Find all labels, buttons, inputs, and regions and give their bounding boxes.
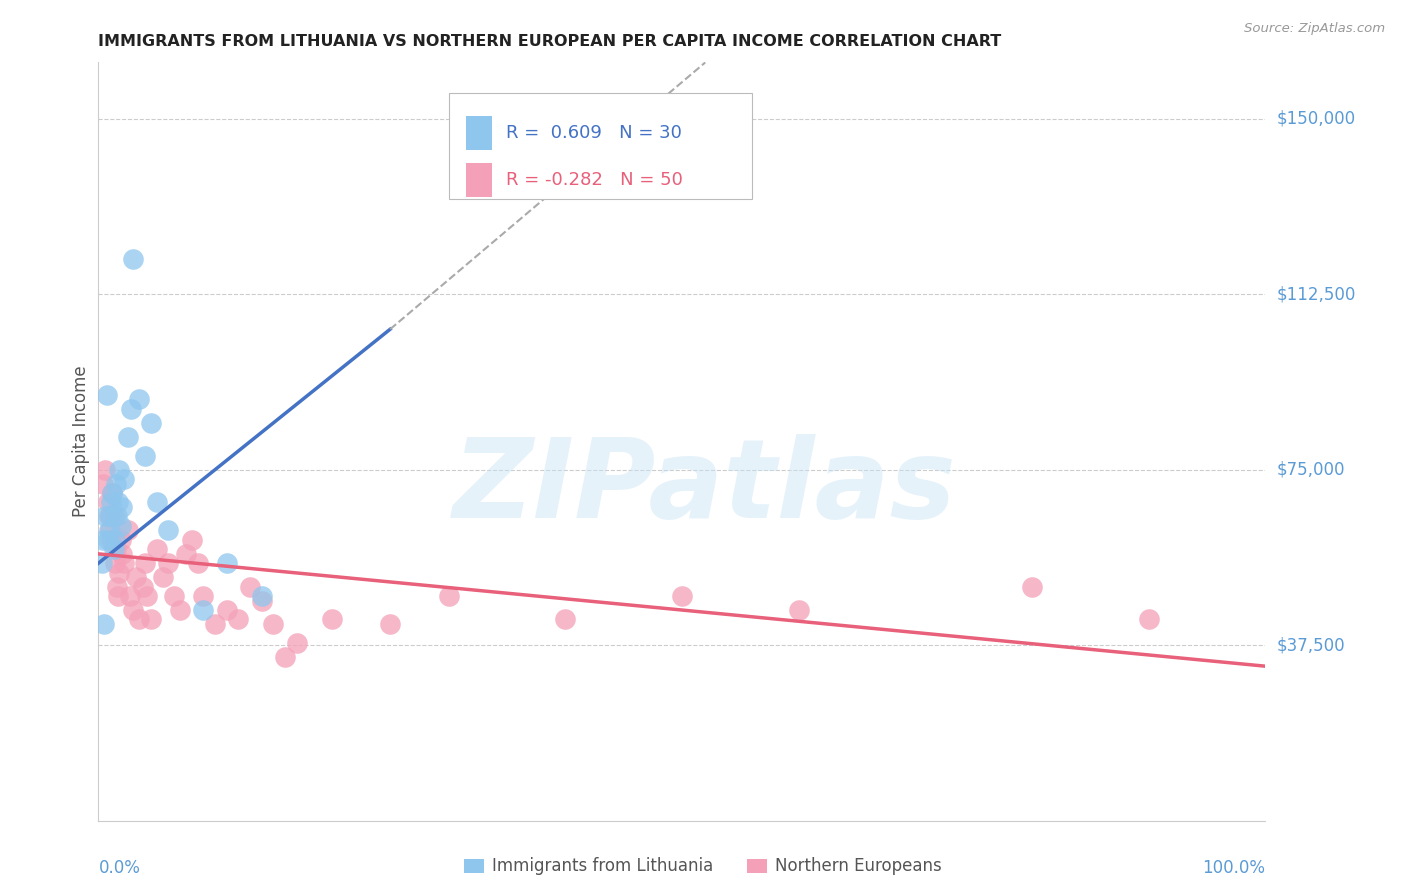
Point [117,524,139,538]
Point [128,612,150,626]
Point [93,617,115,632]
Point [132,580,155,594]
Text: Source: ZipAtlas.com: Source: ZipAtlas.com [1244,22,1385,36]
Point [228,612,250,626]
Point [215,556,238,570]
Text: R = -0.282   N = 50: R = -0.282 N = 50 [506,170,682,189]
Point [96,388,118,402]
Point [163,589,186,603]
Point [122,603,145,617]
Point [274,649,297,664]
Point [174,547,197,561]
Point [1137,612,1160,626]
Point [105,580,128,594]
Point [98,509,121,524]
Point [112,472,135,486]
Point [104,476,127,491]
Point [554,612,576,626]
Text: IMMIGRANTS FROM LITHUANIA VS NORTHERN EUROPEAN PER CAPITA INCOME CORRELATION CHA: IMMIGRANTS FROM LITHUANIA VS NORTHERN EU… [98,34,1001,49]
Point [250,589,273,603]
Point [101,486,124,500]
Point [110,518,132,533]
Point [120,401,142,416]
Point [250,593,273,607]
Point [262,617,284,632]
Point [98,524,121,538]
Point [100,533,122,547]
Point [187,556,209,570]
Point [97,509,120,524]
Point [136,589,159,603]
Point [103,542,125,557]
Point [128,392,150,407]
FancyBboxPatch shape [465,162,492,197]
Point [111,500,134,514]
Point [108,566,131,580]
Point [139,612,162,626]
Point [125,570,148,584]
Point [90,556,112,570]
Point [118,589,141,603]
Point [97,524,120,538]
Point [134,556,156,570]
Point [437,589,460,603]
Point [97,495,120,509]
Point [152,570,174,584]
Point [380,617,402,632]
Point [285,636,308,650]
Point [105,509,128,524]
Text: $112,500: $112,500 [1277,285,1355,303]
Text: 0.0%: 0.0% [98,858,141,877]
Point [104,556,127,570]
Point [134,449,156,463]
Text: $37,500: $37,500 [1277,636,1346,654]
Point [321,612,343,626]
FancyBboxPatch shape [465,116,492,150]
Point [146,495,169,509]
Point [91,476,114,491]
Point [107,589,129,603]
Point [671,589,693,603]
Point [110,533,132,547]
Point [91,533,114,547]
Y-axis label: Per Capita Income: Per Capita Income [72,366,90,517]
Point [139,416,162,430]
Point [787,603,810,617]
Point [108,462,131,476]
Point [94,509,117,524]
Point [122,252,145,266]
Text: ZIPatlas: ZIPatlas [453,434,957,541]
Point [94,462,117,476]
Point [193,603,215,617]
Text: $150,000: $150,000 [1277,110,1355,128]
Point [112,556,135,570]
Point [104,533,127,547]
Point [101,486,124,500]
Point [157,556,180,570]
Point [107,495,129,509]
Point [1021,580,1043,594]
FancyBboxPatch shape [449,93,752,199]
Point [180,533,202,547]
Point [239,580,262,594]
Point [97,533,120,547]
Point [104,542,127,557]
Point [215,603,238,617]
Point [100,495,122,509]
Point [169,603,191,617]
Point [103,509,125,524]
Point [193,589,215,603]
Point [117,430,139,444]
Text: 100.0%: 100.0% [1202,858,1265,877]
Text: R =  0.609   N = 30: R = 0.609 N = 30 [506,124,682,142]
Legend: Immigrants from Lithuania, Northern Europeans: Immigrants from Lithuania, Northern Euro… [456,849,950,884]
Point [111,547,134,561]
Point [157,524,180,538]
Point [204,617,226,632]
Point [146,542,169,557]
Text: $75,000: $75,000 [1277,460,1346,479]
